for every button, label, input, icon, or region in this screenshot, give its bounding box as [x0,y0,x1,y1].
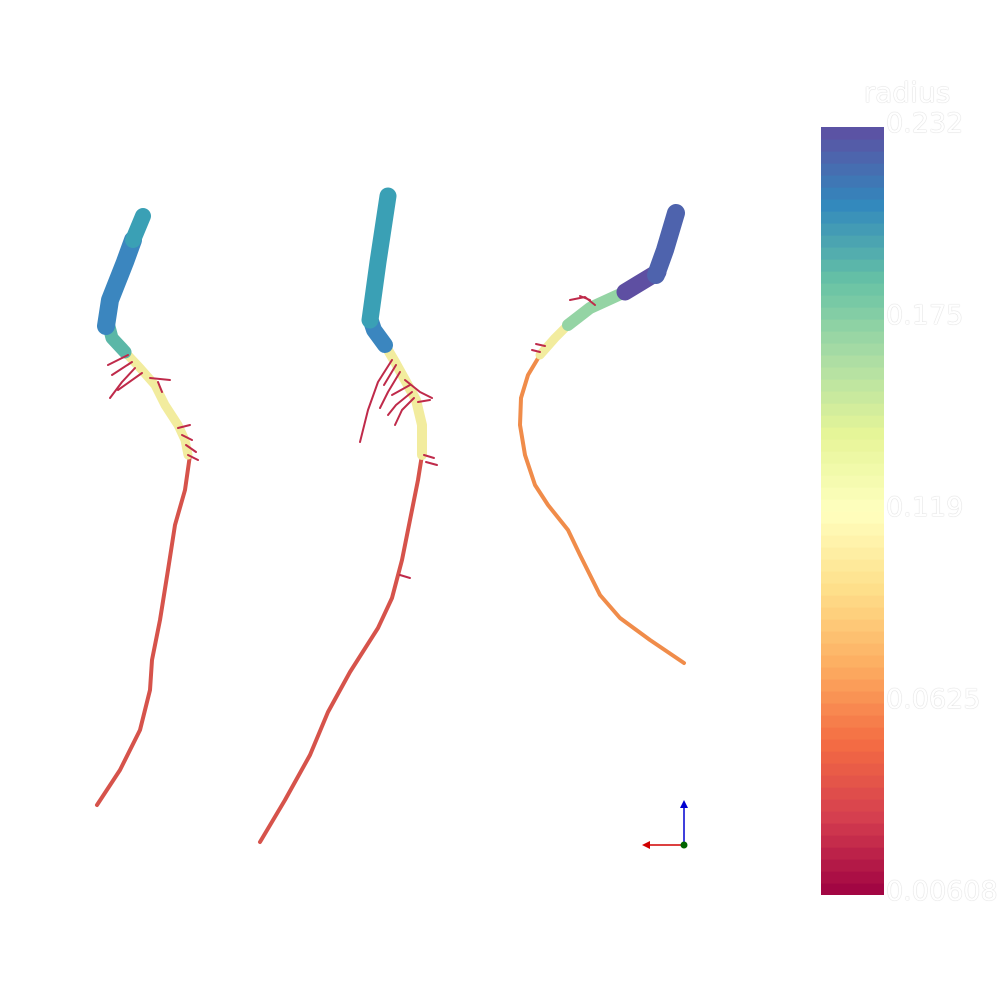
vessel-2-distal-segment [258,453,424,844]
colorbar-band [821,379,884,392]
vessel-3-proximal-segment [562,286,631,331]
colorbar-band [821,511,884,524]
colorbar-band [821,271,884,284]
colorbar-band [821,787,884,800]
colorbar-band [821,547,884,560]
colorbar-tick-4: 0.0625 [886,684,981,715]
colorbar-title: radius [863,76,951,109]
colorbar-band [821,667,884,680]
colorbar-band [821,199,884,212]
colorbar-band [821,439,884,452]
colorbar-band [821,223,884,236]
colorbar-band [821,355,884,368]
colorbar-band [821,343,884,356]
colorbar-band [821,283,884,296]
colorbar-band [821,871,884,884]
vessel-1-tip-segment [125,208,151,248]
colorbar-band [821,703,884,716]
vessel-2-mid-segment [380,340,427,460]
axis-y-dot [680,841,688,849]
vessel-1-distal-segment [95,453,192,807]
colorbar-band [821,775,884,788]
colorbar-band [821,751,884,764]
vessel-1-root-segment [97,231,142,335]
axis-z-arrow [680,800,688,808]
vessel-1-side-branches [107,354,199,461]
colorbar-band [821,883,884,895]
orientation-axes [642,800,688,849]
colorbar-band [821,859,884,872]
colorbar [821,127,884,895]
colorbar-band [821,451,884,464]
axis-x-arrow [642,841,650,849]
colorbar-band [821,247,884,260]
colorbar-band [821,367,884,380]
colorbar-band [821,835,884,848]
colorbar-band [821,523,884,536]
vessel-tree-3 [518,204,686,665]
colorbar-band [821,235,884,248]
colorbar-band [821,139,884,152]
colorbar-tick-2: 0.175 [886,300,964,331]
colorbar-tick-min: 0.00608 [886,876,998,907]
colorbar-band [821,403,884,416]
colorbar-band [821,415,884,428]
colorbar-band [821,175,884,188]
colorbar-band [821,619,884,632]
colorbar-band [821,499,884,512]
colorbar-band [821,715,884,728]
colorbar-band [821,391,884,404]
colorbar-band [821,643,884,656]
colorbar-band [821,259,884,272]
vessel-2-root-segment [361,187,397,329]
colorbar-tick-max: 0.232 [886,108,964,139]
colorbar-band [821,559,884,572]
colorbar-band [821,127,884,140]
colorbar-band [821,823,884,836]
colorbar-band [821,583,884,596]
colorbar-band [821,727,884,740]
vessel-3-tip-segment [647,204,685,284]
colorbar-band [821,487,884,500]
vessel-tree-1 [95,208,199,807]
colorbar-band [821,475,884,488]
vessel-3-distal-segment [518,353,686,665]
vessel-2-side-branches [359,359,438,579]
vessel-3-mid-segment [535,320,573,360]
colorbar-band [821,739,884,752]
vessel-tree-2 [258,187,438,844]
colorbar-bands [821,127,884,895]
colorbar-band [821,463,884,476]
colorbar-band [821,631,884,644]
vessel-3-side-branches [531,295,596,353]
colorbar-tick-3: 0.119 [886,492,964,523]
colorbar-band [821,319,884,332]
colorbar-band [821,763,884,776]
colorbar-band [821,295,884,308]
colorbar-band [821,535,884,548]
colorbar-band [821,691,884,704]
colorbar-band [821,163,884,176]
colorbar-band [821,799,884,812]
colorbar-band [821,151,884,164]
colorbar-band [821,655,884,668]
colorbar-band [821,607,884,620]
colorbar-band [821,331,884,344]
colorbar-band [821,679,884,692]
colorbar-band [821,811,884,824]
vessel-1-mid-segment [120,347,193,460]
colorbar-band [821,211,884,224]
colorbar-band [821,187,884,200]
colorbar-band [821,427,884,440]
colorbar-band [821,595,884,608]
colorbar-band [821,571,884,584]
colorbar-band [821,847,884,860]
colorbar-band [821,307,884,320]
